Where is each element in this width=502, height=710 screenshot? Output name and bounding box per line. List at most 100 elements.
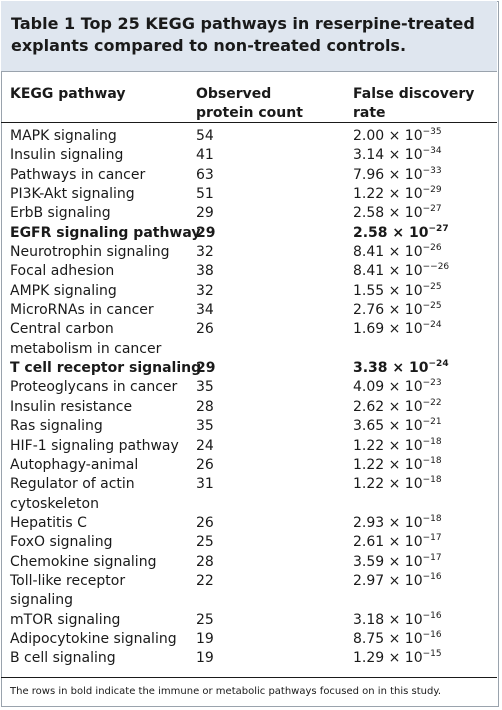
cell-count: 28 — [196, 553, 214, 570]
fdr-exponent: −16 — [422, 629, 442, 640]
table-row: Adipocytokine signaling 19 8.75 × 10−16 — [0, 630, 500, 649]
cell-fdr: 3.59 × 10−17 — [353, 553, 442, 574]
cell-fdr: 3.65 × 10−21 — [353, 417, 442, 438]
footer-rule — [1, 677, 497, 678]
cell-count: 35 — [196, 418, 214, 435]
cell-count: 54 — [196, 128, 214, 144]
cell-pathway: Adipocytokine signaling — [10, 630, 188, 649]
table-row: MicroRNAs in cancer 34 2.76 × 10−25 — [0, 301, 500, 320]
cell-fdr: 1.55 × 10−25 — [353, 282, 442, 303]
cell-count: 29 — [196, 224, 216, 241]
pathway-line: Hepatitis C — [10, 514, 87, 531]
cell-fdr: 2.58 × 10−27 — [353, 224, 449, 245]
cell-fdr: 2.97 × 10−16 — [353, 572, 442, 593]
fdr-mantissa: 1.22 × 10 — [353, 456, 423, 473]
fdr-exponent: −34 — [422, 146, 442, 157]
fdr-exponent: −27 — [428, 223, 449, 234]
cell-pathway: MicroRNAs in cancer — [10, 301, 188, 320]
pathway-line: Pathways in cancer — [10, 166, 146, 183]
fdr-exponent: −35 — [422, 127, 442, 137]
table-row: MAPK signaling 54 2.00 × 10−35 — [0, 127, 500, 146]
fdr-mantissa: 2.61 × 10 — [353, 534, 423, 551]
cell-fdr: 3.14 × 10−34 — [353, 146, 442, 167]
pathway-line: Insulin resistance — [10, 398, 133, 415]
pathway-line: EGFR signaling pathway — [10, 224, 201, 241]
cell-pathway: Autophagy-animal — [10, 456, 188, 475]
cell-pathway: Focal adhesion — [10, 262, 188, 281]
header-rule — [1, 122, 497, 123]
cell-pathway: AMPK signaling — [10, 282, 188, 301]
cell-pathway: Central carbon metabolism in cancer — [10, 320, 188, 359]
cell-pathway: T cell receptor signaling — [10, 359, 202, 378]
cell-fdr: 2.58 × 10−27 — [353, 204, 442, 225]
pathway-line: FoxO signaling — [10, 534, 113, 551]
pathway-line: Chemokine signaling — [10, 553, 157, 570]
fdr-mantissa: 2.58 × 10 — [353, 205, 423, 222]
table-row: Pathways in cancer 63 7.96 × 10−33 — [0, 166, 500, 185]
cell-pathway: ErbB signaling — [10, 204, 188, 223]
fdr-mantissa: 3.38 × 10 — [353, 360, 429, 377]
fdr-exponent: −17 — [422, 552, 442, 563]
table-footnote: The rows in bold indicate the immune or … — [10, 686, 442, 697]
table-row: Chemokine signaling 28 3.59 × 10−17 — [0, 553, 500, 572]
cell-pathway: FoxO signaling — [10, 533, 188, 552]
cell-count: 38 — [196, 263, 214, 280]
fdr-exponent: −25 — [422, 281, 442, 292]
cell-count: 24 — [196, 437, 214, 454]
cell-count: 34 — [196, 302, 214, 319]
table-row: HIF-1 signaling pathway 24 1.22 × 10−18 — [0, 437, 500, 456]
fdr-exponent: −15 — [422, 649, 442, 660]
pathway-line: Autophagy-animal — [10, 456, 139, 473]
cell-pathway: B cell signaling — [10, 649, 188, 668]
table-row: AMPK signaling 32 1.55 × 10−25 — [0, 282, 500, 301]
cell-pathway: EGFR signaling pathway — [10, 224, 201, 243]
fdr-mantissa: 2.58 × 10 — [353, 224, 429, 241]
table-row: Regulator of actin cytoskeleton 31 1.22 × 1… — [0, 475, 500, 514]
cell-fdr: 1.22 × 10−18 — [353, 437, 442, 458]
cell-fdr: 1.22 × 10−18 — [353, 456, 442, 477]
cell-pathway: Insulin signaling — [10, 146, 188, 165]
title-band: Table 1 Top 25 KEGG pathways in reserpin… — [1, 1, 497, 72]
cell-pathway: HIF-1 signaling pathway — [10, 437, 188, 456]
fdr-exponent: −29 — [422, 185, 442, 196]
header-fdr: False discovery rate — [353, 86, 475, 121]
cell-pathway: Toll-like receptor signaling — [10, 572, 188, 611]
fdr-exponent: −23 — [422, 378, 442, 389]
pathway-line: Neurotrophin signaling — [10, 244, 170, 261]
cell-fdr: 2.93 × 10−18 — [353, 514, 442, 535]
fdr-mantissa: 2.76 × 10 — [353, 302, 423, 319]
fdr-mantissa: 1.22 × 10 — [353, 437, 423, 454]
pathway-line: Adipocytokine signaling — [10, 630, 177, 647]
cell-count: 41 — [196, 147, 214, 164]
fdr-mantissa: 2.97 × 10 — [353, 572, 423, 589]
fdr-mantissa: 8.41 × 10 — [353, 244, 423, 261]
table-row: T cell receptor signaling 29 3.38 × 10−24 — [0, 359, 500, 378]
fdr-exponent: −18 — [422, 513, 442, 524]
fdr-exponent: −16 — [422, 571, 442, 582]
cell-count: 19 — [196, 630, 214, 647]
cell-pathway: Regulator of actin cytoskeleton — [10, 475, 188, 514]
fdr-mantissa: 2.62 × 10 — [353, 398, 423, 415]
pathway-line: metabolism in cancer — [10, 340, 162, 357]
cell-count: 28 — [196, 398, 214, 415]
cell-fdr: 8.75 × 10−16 — [353, 630, 442, 651]
cell-pathway: Ras signaling — [10, 417, 188, 436]
table-row: Ras signaling 35 3.65 × 10−21 — [0, 417, 500, 436]
pathway-line: Central carbon — [10, 321, 114, 338]
cell-fdr: 2.62 × 10−22 — [353, 398, 442, 419]
fdr-mantissa: 1.22 × 10 — [353, 476, 423, 493]
cell-count: 19 — [196, 650, 214, 667]
header-count-line2: protein count — [196, 105, 303, 121]
fdr-mantissa: 7.96 × 10 — [353, 166, 423, 183]
pathway-line: T cell receptor signaling — [10, 360, 202, 377]
cell-fdr: 3.18 × 10−16 — [353, 611, 442, 632]
pathway-line: Proteoglycans in cancer — [10, 379, 178, 396]
pathway-line: MicroRNAs in cancer — [10, 302, 154, 319]
cell-pathway: MAPK signaling — [10, 127, 188, 146]
pathway-line: Focal adhesion — [10, 263, 115, 280]
cell-count: 26 — [196, 514, 214, 531]
pathway-line: MAPK signaling — [10, 128, 117, 144]
pathway-line: B cell signaling — [10, 650, 116, 667]
table-title: Table 1 Top 25 KEGG pathways in reserpin… — [11, 14, 475, 55]
cell-pathway: Insulin resistance — [10, 398, 188, 417]
